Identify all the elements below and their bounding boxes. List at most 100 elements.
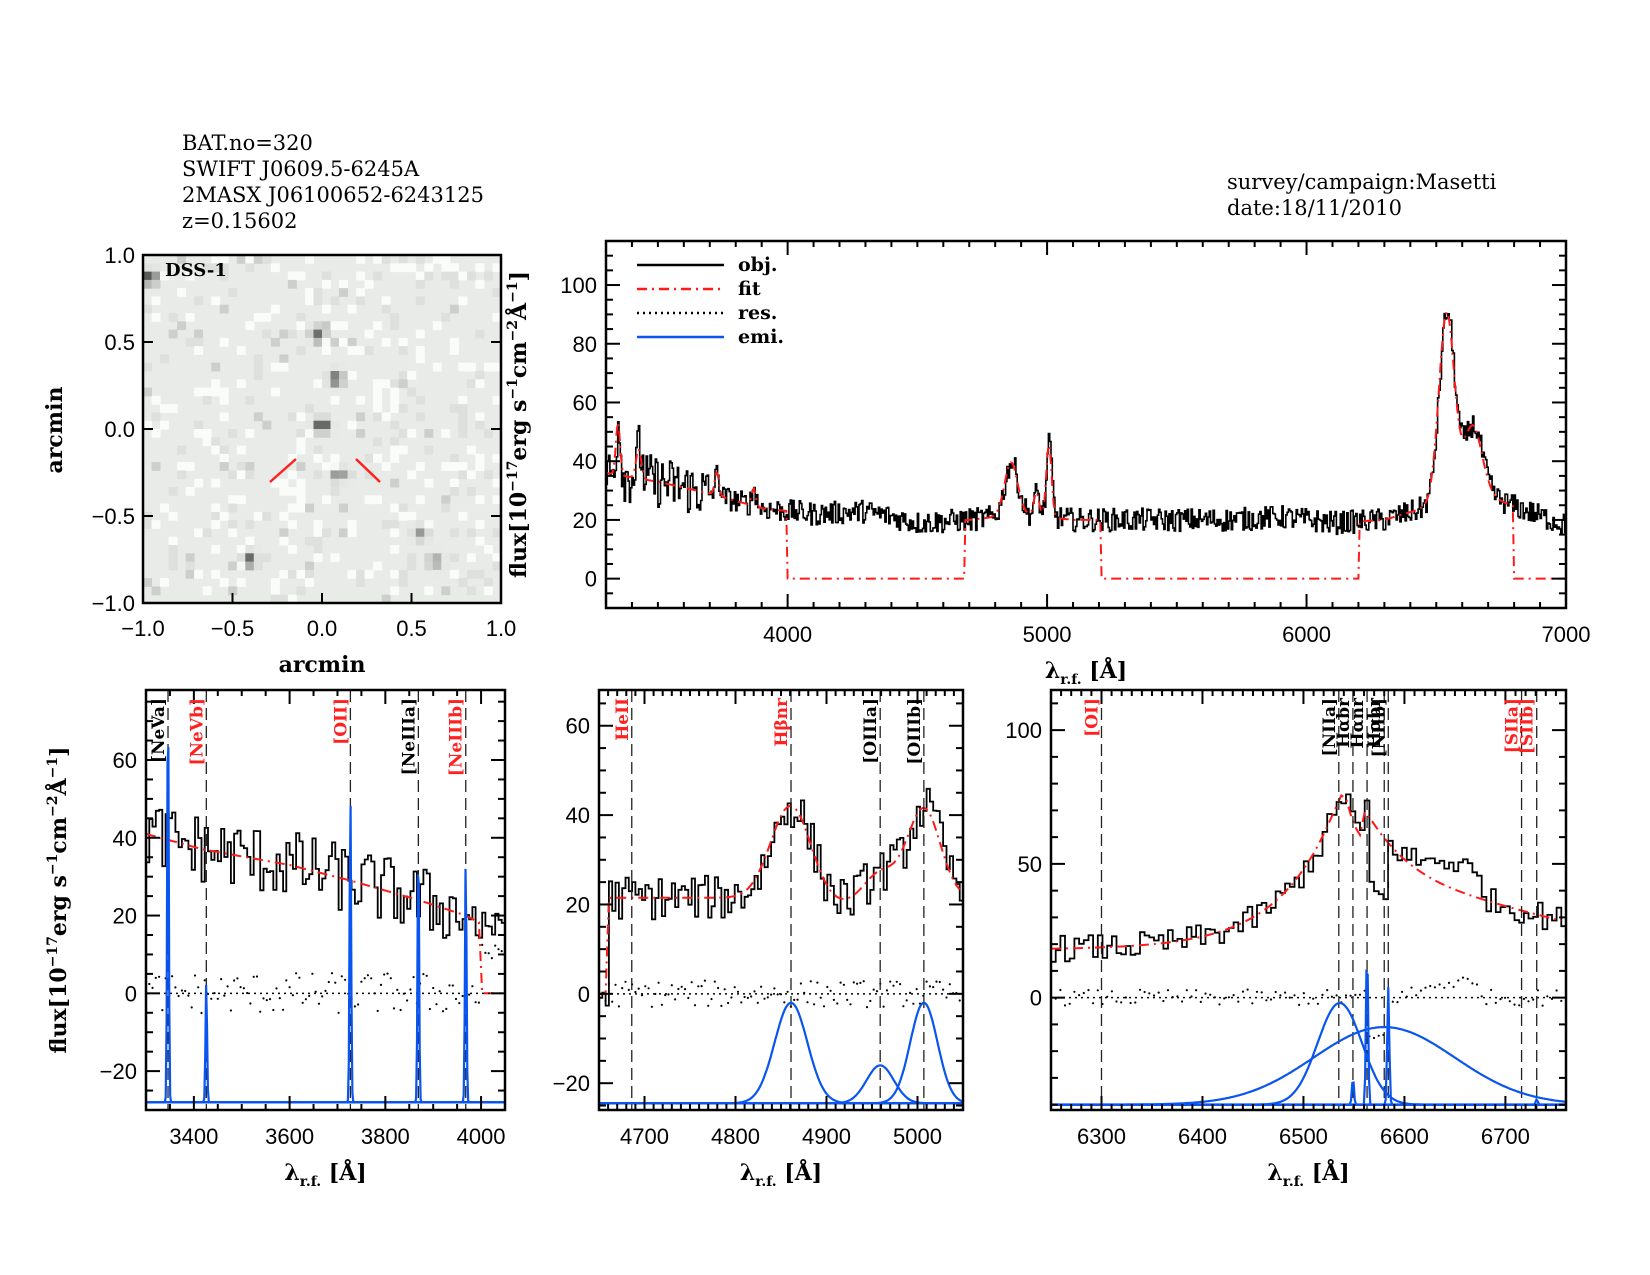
image-pixel <box>398 379 408 389</box>
residual-point <box>187 994 190 997</box>
image-pixel <box>347 304 357 314</box>
image-pixel <box>373 395 383 405</box>
image-pixel <box>492 561 502 571</box>
residual-point <box>425 974 428 977</box>
image-pixel <box>279 594 289 604</box>
image-pixel <box>219 395 229 405</box>
residual-point <box>856 982 859 985</box>
x-tick-label: 6500 <box>1279 1124 1328 1149</box>
image-pixel <box>236 545 246 554</box>
image-pixel <box>458 362 468 372</box>
image-pixel <box>441 462 451 471</box>
image-pixel <box>339 371 348 380</box>
residual-point <box>1344 994 1348 997</box>
image-pixel <box>202 528 212 538</box>
image-pixel <box>305 429 314 438</box>
residual-point <box>193 974 197 977</box>
image-pixel <box>330 429 340 438</box>
emission-components <box>599 1001 963 1105</box>
image-pixel <box>484 578 493 587</box>
image-pixel <box>313 445 323 455</box>
image-pixel <box>253 371 263 380</box>
residual-point <box>298 976 301 979</box>
image-pixel <box>322 337 331 347</box>
residual-point <box>899 983 902 986</box>
residual-point <box>441 1010 445 1013</box>
residual-point <box>1372 1036 1376 1040</box>
image-pixel <box>322 321 331 331</box>
image-pixel <box>236 470 246 480</box>
image-xtick-label: −0.5 <box>211 616 254 641</box>
image-pixel <box>449 346 459 355</box>
ylabel-part: −1 <box>45 757 61 778</box>
image-pixel <box>287 545 297 554</box>
residual-point <box>829 989 832 992</box>
residual-point <box>1265 999 1268 1002</box>
image-ylabel: arcmin <box>42 387 68 474</box>
residual-point <box>637 987 640 990</box>
image-pixel <box>398 429 408 438</box>
ylabel-part: ] <box>46 746 72 756</box>
xlabel-subscript: r.f. <box>1283 1174 1304 1190</box>
line-label-Hβnr: Hβnr <box>772 697 792 747</box>
image-pixel <box>322 271 331 281</box>
image-pixel <box>330 371 340 380</box>
image-pixel <box>407 387 417 397</box>
residual-point <box>255 975 259 978</box>
legend-label-res: res. <box>738 302 777 324</box>
image-pixel <box>279 354 289 364</box>
residual-point <box>710 997 713 1001</box>
x-tick-label: 4700 <box>620 1124 669 1149</box>
image-pixel <box>270 594 280 604</box>
y-tick-label: 60 <box>573 390 597 415</box>
legend-label-fit: fit <box>738 278 761 300</box>
image-ytick-label: 0.0 <box>104 417 135 442</box>
residual-point <box>203 979 206 982</box>
image-pixel <box>339 279 348 289</box>
image-pixel <box>415 279 425 289</box>
image-pixel <box>228 288 238 297</box>
image-pixel <box>194 329 204 339</box>
image-pixel <box>296 462 306 471</box>
image-pixel <box>475 371 485 380</box>
image-pixel <box>253 354 263 364</box>
residual-point <box>607 982 611 986</box>
image-pixel <box>313 420 323 430</box>
image-pixel <box>305 337 314 347</box>
image-pixel <box>270 263 280 273</box>
ylabel-part: −2 <box>45 795 61 816</box>
residual-point <box>1279 994 1282 997</box>
image-pixel <box>236 462 246 471</box>
image-pixel <box>466 528 476 538</box>
ylabel-part: ] <box>506 271 532 281</box>
plot-frame <box>144 688 507 1112</box>
image-xlabel: arcmin <box>279 652 366 678</box>
y-tick-label: 0 <box>125 981 137 1006</box>
residual-point <box>915 988 918 991</box>
image-pixel <box>339 470 348 480</box>
image-pixel <box>398 511 408 521</box>
image-pixel <box>356 296 366 306</box>
image-pixel <box>313 412 323 422</box>
image-pixel <box>373 495 383 505</box>
image-pixel <box>185 553 195 563</box>
residual-point <box>611 1000 614 1003</box>
image-pixel <box>356 255 366 264</box>
image-pixel <box>390 379 400 389</box>
image-pixel <box>211 437 221 447</box>
image-pixel <box>262 255 272 264</box>
image-pixel <box>356 395 366 405</box>
residual-point <box>239 986 242 989</box>
residual-point <box>644 985 647 988</box>
plot-area <box>599 690 963 1110</box>
image-pixel <box>424 429 434 438</box>
xlabel-unit: [Å] <box>1304 1159 1350 1186</box>
image-pixel <box>287 329 297 339</box>
residual-point <box>799 982 803 985</box>
residual-point <box>766 996 769 999</box>
image-pixel <box>398 445 408 455</box>
image-pixel <box>219 255 229 264</box>
residual-point <box>1218 1003 1221 1006</box>
image-pixel <box>415 346 425 355</box>
ylabel-part: Å <box>45 777 72 796</box>
